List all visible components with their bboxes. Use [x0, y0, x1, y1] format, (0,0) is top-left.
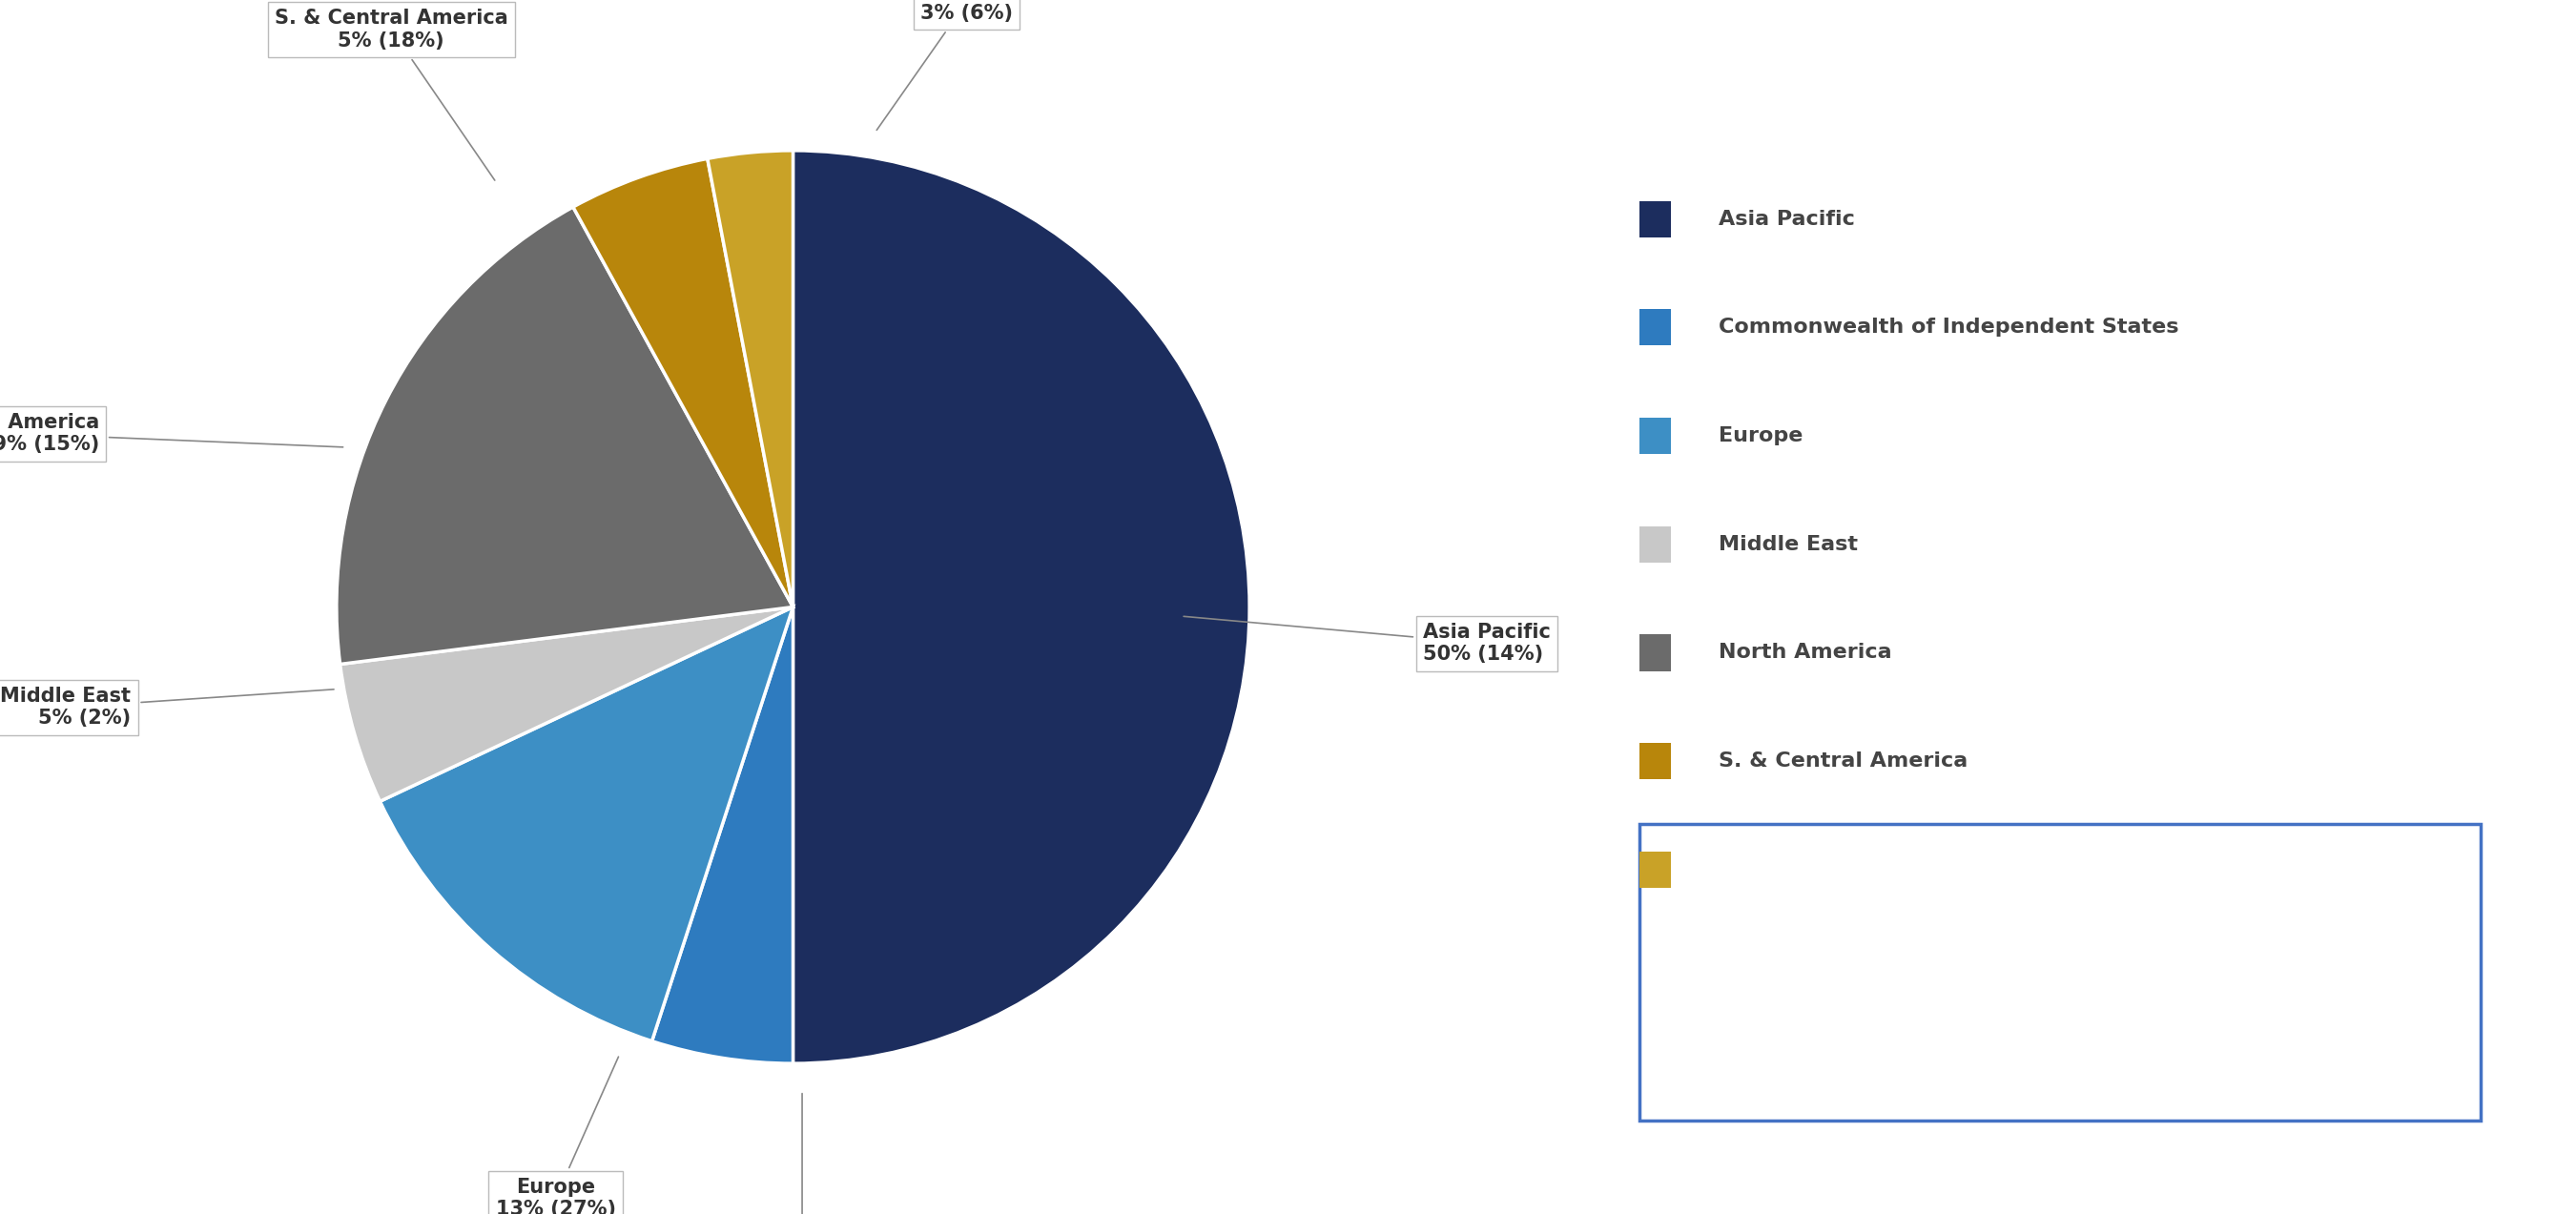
FancyBboxPatch shape — [1638, 418, 1672, 454]
Text: North America: North America — [1718, 643, 1891, 662]
FancyBboxPatch shape — [1638, 824, 2481, 1121]
Text: Europe: Europe — [1718, 426, 1803, 446]
FancyBboxPatch shape — [1638, 200, 1672, 237]
FancyBboxPatch shape — [1638, 743, 1672, 779]
Text: North America
19% (15%): North America 19% (15%) — [0, 413, 343, 454]
Wedge shape — [337, 208, 793, 664]
Wedge shape — [379, 607, 793, 1042]
Text: Asia Pacific
50% (14%): Asia Pacific 50% (14%) — [1182, 617, 1551, 664]
FancyBboxPatch shape — [1638, 310, 1672, 346]
Text: S. & Central America
5% (18%): S. & Central America 5% (18%) — [276, 8, 507, 181]
Text: Commonwealth of Independent States: Commonwealth of Independent States — [1718, 318, 2179, 337]
Text: Asia Pacific: Asia Pacific — [1718, 210, 1855, 228]
FancyBboxPatch shape — [1638, 635, 1672, 671]
Text: CIS
5% (1%): CIS 5% (1%) — [755, 1094, 848, 1214]
FancyBboxPatch shape — [1638, 851, 1672, 887]
FancyBboxPatch shape — [1638, 526, 1672, 562]
Text: Middle East: Middle East — [1718, 534, 1857, 554]
Wedge shape — [572, 159, 793, 607]
Wedge shape — [340, 607, 793, 801]
Text: Africa
3% (6%): Africa 3% (6%) — [876, 0, 1012, 130]
Text: Africa: Africa — [1718, 860, 1788, 879]
Wedge shape — [652, 607, 793, 1063]
Text: S. & Central America: S. & Central America — [1718, 751, 1968, 771]
Text: xx% Porcentagem de electricidade
gerada sobre o total mundial

(xx%) Porcentagem: xx% Porcentagem de electricidade gerada … — [1680, 852, 2069, 982]
Text: Europe
13% (27%): Europe 13% (27%) — [495, 1056, 618, 1214]
Wedge shape — [708, 151, 793, 607]
Wedge shape — [793, 151, 1249, 1063]
Text: Middle East
5% (2%): Middle East 5% (2%) — [0, 687, 335, 728]
